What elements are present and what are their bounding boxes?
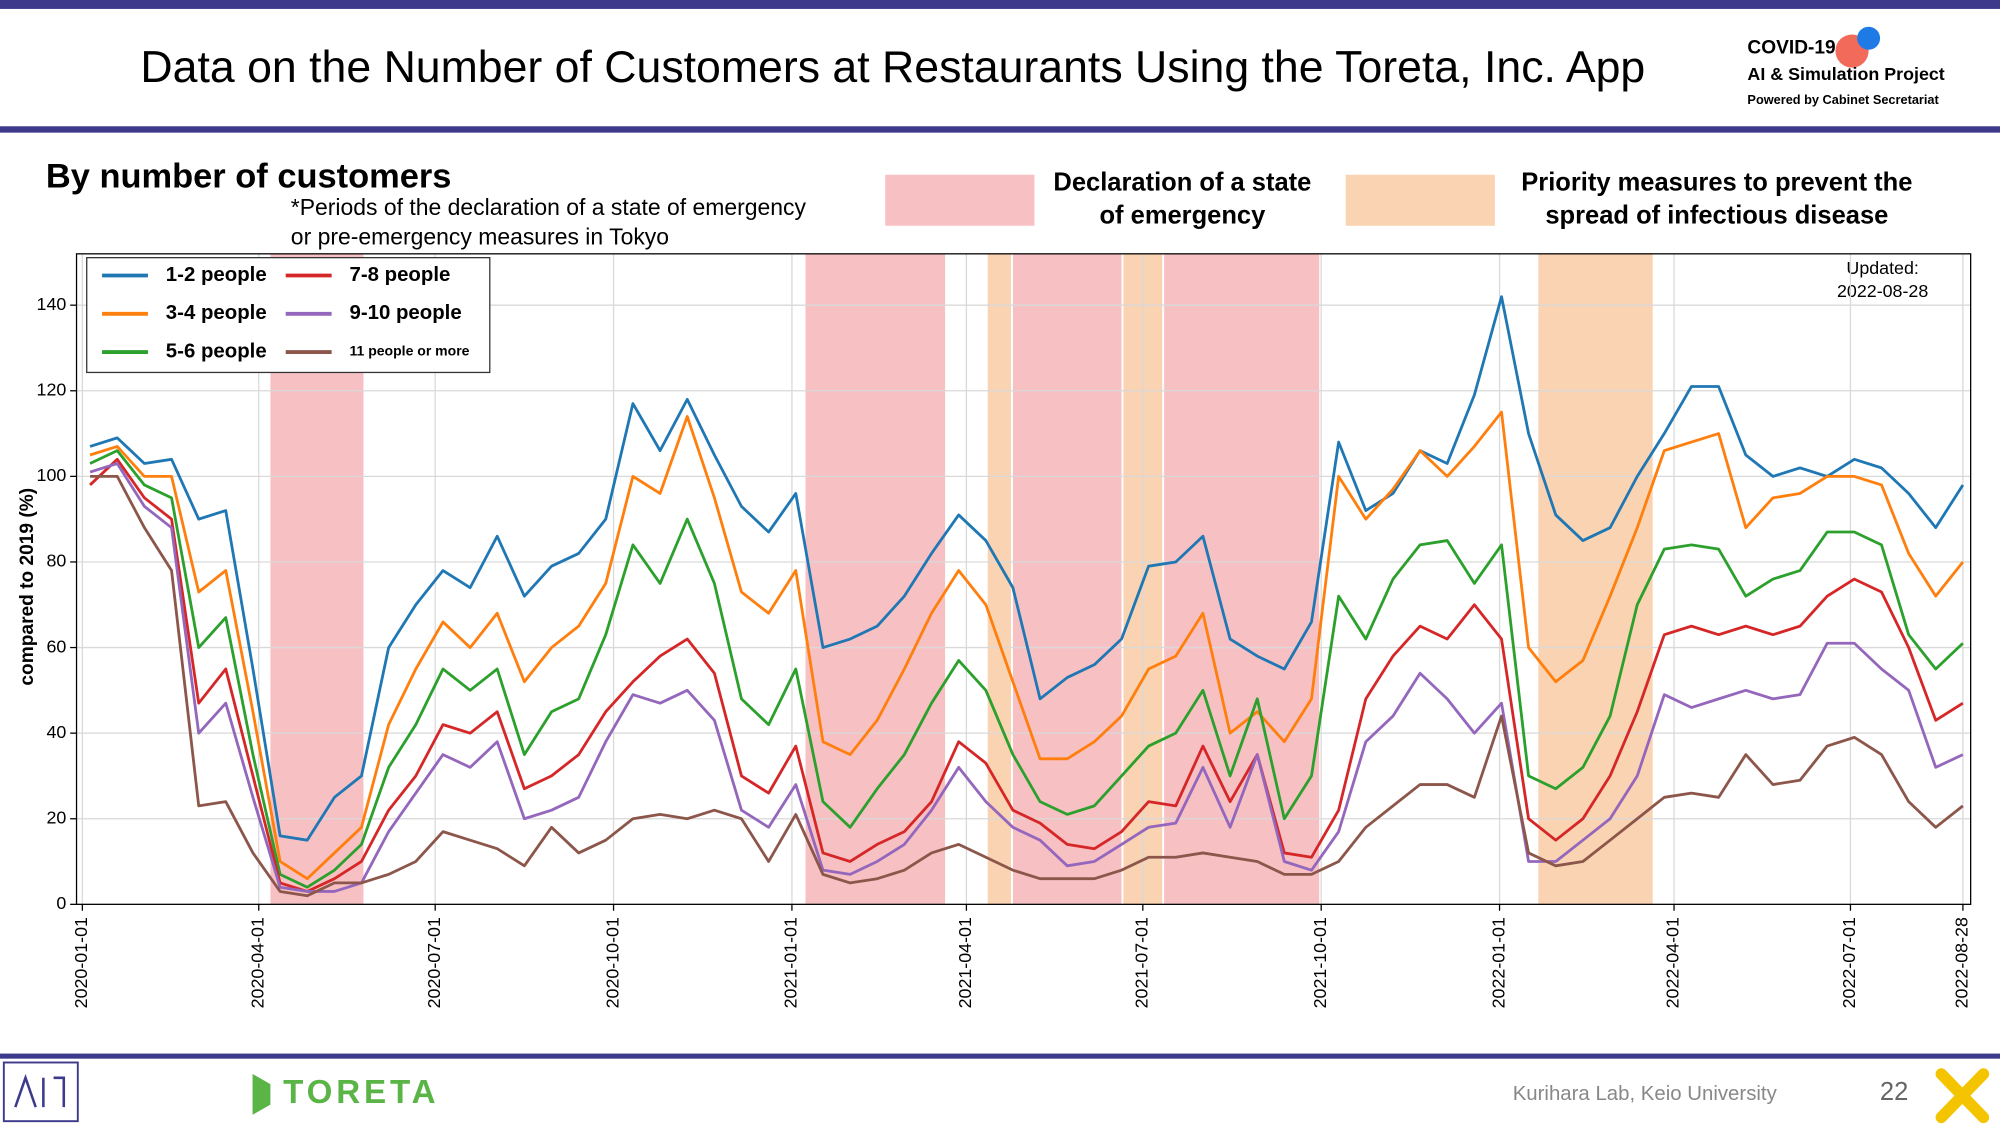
- series-line: [89, 295, 1965, 842]
- legend-label: 1-2 people: [166, 264, 267, 286]
- updated-date: 2022-08-28: [1837, 281, 1928, 301]
- x-tick-label: 2020-07-01: [424, 917, 444, 1008]
- y-tick-label: 80: [46, 551, 66, 571]
- y-tick-label: 60: [46, 636, 66, 656]
- page-number: 22: [1880, 1078, 1908, 1106]
- footer-credit: Kurihara Lab, Keio University: [1513, 1083, 1778, 1105]
- y-tick-label: 100: [37, 465, 67, 485]
- header-rule: [0, 126, 2000, 133]
- logo-text: AI & Simulation Project: [1747, 64, 1944, 84]
- logo-dot: [1857, 26, 1881, 50]
- note: *Periods of the declaration of a state o…: [291, 194, 807, 220]
- slide-title: Data on the Number of Customers at Resta…: [140, 43, 1645, 92]
- period-legend-label: Declaration of a state: [1053, 168, 1311, 196]
- period-swatch: [1345, 174, 1495, 226]
- corner-logo: [1935, 1068, 1990, 1124]
- period-band: [805, 253, 946, 905]
- series-line: [89, 462, 1964, 893]
- axes: 0 20 40 60 80 100 120 140 2020-01-01 2020-04-01 20…: [37, 253, 1972, 1008]
- period-band: [1164, 253, 1320, 905]
- y-tick-label: 40: [46, 722, 66, 742]
- logo-text: COVID-19: [1747, 38, 1835, 59]
- period-band: [987, 253, 1011, 905]
- lab-logo: [2, 1061, 79, 1123]
- x-tick-label: 2020-10-01: [602, 917, 622, 1008]
- period-swatch: [885, 174, 1035, 226]
- period-band: [1538, 253, 1653, 905]
- toreta-logo: [252, 1073, 271, 1115]
- lines: [89, 295, 1965, 898]
- x-tick-label: 2020-04-01: [247, 917, 267, 1008]
- series-line: [90, 474, 1964, 898]
- period-legend-label: spread of infectious disease: [1545, 202, 1888, 230]
- legend-label: 7-8 people: [349, 264, 450, 286]
- top-band: [0, 0, 2000, 9]
- chart-title: By number of customers: [46, 158, 452, 196]
- y-tick-label: 20: [46, 807, 66, 827]
- y-tick-label: 0: [56, 893, 66, 913]
- y-tick-label: 120: [37, 379, 67, 399]
- x-tick-label: 2022-08-28: [1952, 917, 1972, 1008]
- series-line: [89, 449, 1964, 889]
- plot-frame: [75, 253, 1972, 905]
- legend-label: 11 people or more: [349, 343, 469, 359]
- legend: 1-2 people 3-4 people 5-6 people 7-8 people…: [86, 257, 491, 374]
- x-tick-label: 2022-07-01: [1839, 917, 1859, 1008]
- period-band: [1012, 253, 1122, 905]
- legend-label: 3-4 people: [166, 302, 267, 324]
- period-legend-label: of emergency: [1099, 202, 1266, 230]
- updated-label: Updated:: [1846, 258, 1918, 278]
- logo-text: Powered by Cabinet Secretariat: [1747, 92, 1939, 107]
- y-tick-label: 140: [37, 294, 67, 314]
- x-tick-label: 2022-01-01: [1488, 917, 1508, 1008]
- y-axis-label: compared to 2019 (%): [17, 488, 38, 686]
- footer-rule: [0, 1053, 2000, 1059]
- x-tick-label: 2021-01-01: [781, 917, 801, 1008]
- x-tick-label: 2022-04-01: [1663, 917, 1683, 1008]
- x-tick-label: 2021-07-01: [1132, 917, 1152, 1008]
- legend-label: 9-10 people: [349, 302, 461, 324]
- series-line: [89, 457, 1964, 893]
- x-tick-label: 2021-04-01: [955, 917, 975, 1008]
- x-tick-label: 2021-10-01: [1310, 917, 1330, 1008]
- series-line: [89, 410, 1964, 881]
- lab-logo-mark: [14, 1073, 66, 1108]
- note: or pre-emergency measures in Tokyo: [291, 224, 669, 250]
- x-tick-label: 2020-01-01: [71, 917, 91, 1008]
- footer-brand: TORETA: [283, 1074, 439, 1111]
- legend-label: 5-6 people: [166, 340, 267, 362]
- period-legend-label: Priority measures to prevent the: [1521, 168, 1912, 196]
- period-legend: Declaration of a state of emergency Priori…: [885, 168, 1912, 230]
